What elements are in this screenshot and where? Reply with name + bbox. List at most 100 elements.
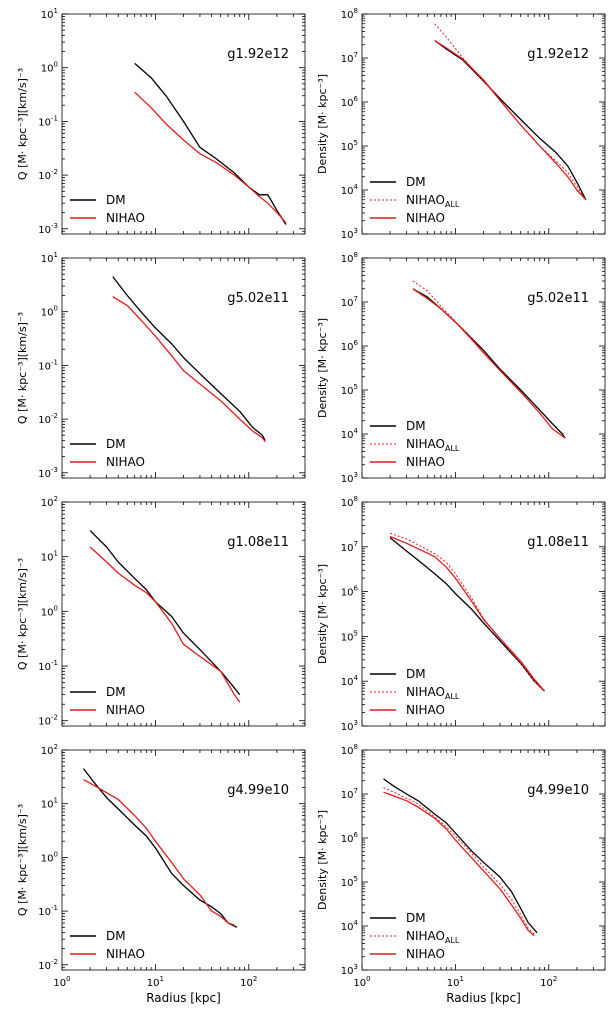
y-tick-label: 106 xyxy=(341,95,359,109)
legend-label: NIHAO xyxy=(106,211,145,225)
y-tick-label: 104 xyxy=(341,183,359,197)
series-nihao-line xyxy=(434,39,587,201)
x-axis-label: Radius [kpc] xyxy=(446,991,521,1005)
series-dm-line xyxy=(383,778,538,934)
x-axis-label: Radius [kpc] xyxy=(146,991,221,1005)
y-tick-label: 108 xyxy=(341,251,358,265)
legend-label: NIHAOALL xyxy=(406,193,460,209)
legend-label: DM xyxy=(406,419,426,433)
panel-g5.02e11-density: 103 104 105 106 107 108 Density [M· kpc⁻³] g5.0… xyxy=(316,251,606,485)
y-tick-label: 106 xyxy=(341,339,359,353)
legend-label: DM xyxy=(106,437,126,451)
y-tick-label: 103 xyxy=(341,963,358,977)
y-tick-label: 103 xyxy=(341,227,358,241)
y-tick-label: 101 xyxy=(41,251,58,265)
y-tick-label: 102 xyxy=(41,495,58,509)
y-tick-label: 103 xyxy=(341,471,358,485)
panel-title: g4.99e10 xyxy=(227,783,289,798)
y-tick-label: 104 xyxy=(341,919,359,933)
y-tick-label: 10-1 xyxy=(38,904,58,918)
series-dm-line xyxy=(112,276,266,441)
y-axis-label: Density [M· kpc⁻³] xyxy=(316,810,329,910)
y-axis-label: Q [M· kpc⁻³][km/s]⁻³ xyxy=(16,804,29,916)
series-nihao-line xyxy=(412,288,566,439)
y-tick-label: 108 xyxy=(341,743,358,757)
y-tick-label: 10-2 xyxy=(38,168,58,182)
legend-label: DM xyxy=(106,193,126,207)
y-tick-label: 107 xyxy=(341,51,358,65)
y-tick-label: 10-3 xyxy=(38,466,58,480)
legend-label: NIHAO xyxy=(406,211,445,225)
x-tick-label: 101 xyxy=(147,975,164,989)
y-tick-label: 10-2 xyxy=(38,714,58,728)
y-tick-label: 105 xyxy=(341,629,358,643)
panel-title: g4.99e10 xyxy=(527,783,589,798)
legend-label: DM xyxy=(106,929,126,943)
legend-label: NIHAOALL xyxy=(406,929,460,945)
y-tick-label: 107 xyxy=(341,295,358,309)
y-tick-label: 106 xyxy=(341,585,359,599)
x-tick-label: 100 xyxy=(53,975,70,989)
y-axis-label: Q [M· kpc⁻³][km/s]⁻³ xyxy=(16,312,29,424)
legend-label: NIHAO xyxy=(106,703,145,717)
panel-g1.92e12-density: 103 104 105 106 107 108 Density [M· kpc⁻³] g1.9… xyxy=(316,7,606,241)
y-axis-label: Density [M· kpc⁻³] xyxy=(316,564,329,664)
y-tick-label: 108 xyxy=(341,7,358,21)
legend-label: NIHAO xyxy=(106,947,145,961)
legend-label: NIHAOALL xyxy=(406,685,460,701)
y-tick-label: 105 xyxy=(341,875,358,889)
y-tick-label: 108 xyxy=(341,495,358,509)
panel-title: g1.08e11 xyxy=(227,535,289,550)
panel-g1.92e12-q: 10-3 10-2 10-1 100 101 Q [M· kpc⁻³][km/s]⁻³ g1… xyxy=(16,7,306,236)
legend-label: NIHAO xyxy=(106,455,145,469)
legend-label: NIHAO xyxy=(406,703,445,717)
legend-label: NIHAOALL xyxy=(406,437,460,453)
y-axis-label: Q [M· kpc⁻³][km/s]⁻³ xyxy=(16,68,29,180)
y-tick-label: 107 xyxy=(341,540,358,554)
series-nihao-line xyxy=(112,296,266,443)
panel-g4.99e10-q: 10-2 10-1 100 101 102 100 101 102 Q [M· kpc⁻³][k… xyxy=(16,743,306,1005)
y-axis-label: Density [M· kpc⁻³] xyxy=(316,74,329,174)
y-axis-label: Q [M· kpc⁻³][km/s]⁻³ xyxy=(16,558,29,670)
y-tick-label: 10-1 xyxy=(38,358,58,372)
series-nihao-line xyxy=(89,546,241,703)
panel-g4.99e10-density: 103 104 105 106 107 108 100 101 102 Density [M· k… xyxy=(316,743,606,1005)
y-tick-label: 101 xyxy=(41,550,58,564)
series-dm-line xyxy=(134,62,287,225)
series-dm-line xyxy=(89,530,241,696)
y-tick-label: 105 xyxy=(341,383,358,397)
panel-g1.08e11-density: 103 104 105 106 107 108 Density [M· kpc⁻³] g1.0… xyxy=(316,495,606,733)
series-nihao-line xyxy=(389,535,545,692)
y-tick-label: 101 xyxy=(41,7,58,21)
panel-title: g1.08e11 xyxy=(527,535,589,550)
panel-title: g1.92e12 xyxy=(527,47,589,62)
y-tick-label: 10-3 xyxy=(38,222,58,236)
legend-label: NIHAO xyxy=(406,947,445,961)
x-tick-label: 101 xyxy=(447,975,464,989)
panel-g1.08e11-q: 10-2 10-1 100 101 102 Q [M· kpc⁻³][km/s]⁻³ g1.… xyxy=(16,495,306,728)
y-tick-label: 104 xyxy=(341,427,359,441)
y-tick-label: 10-1 xyxy=(38,659,58,673)
y-tick-label: 102 xyxy=(41,743,58,757)
y-tick-label: 104 xyxy=(341,674,359,688)
y-tick-label: 100 xyxy=(41,604,58,618)
panel-title: g5.02e11 xyxy=(227,291,289,306)
legend-label: DM xyxy=(106,685,126,699)
series-nihao-line xyxy=(83,779,235,926)
y-tick-label: 100 xyxy=(41,61,58,75)
legend-label: NIHAO xyxy=(406,455,445,469)
y-tick-label: 105 xyxy=(341,139,358,153)
legend-label: DM xyxy=(406,175,426,189)
legend-label: DM xyxy=(406,667,426,681)
y-tick-label: 103 xyxy=(341,719,358,733)
series-nihao-line xyxy=(134,91,287,224)
y-tick-label: 107 xyxy=(341,787,358,801)
x-tick-label: 102 xyxy=(240,975,257,989)
y-tick-label: 101 xyxy=(41,797,58,811)
legend-label: DM xyxy=(406,911,426,925)
y-axis-label: Density [M· kpc⁻³] xyxy=(316,318,329,418)
panel-title: g1.92e12 xyxy=(227,47,289,62)
x-tick-label: 102 xyxy=(540,975,557,989)
y-tick-label: 100 xyxy=(41,850,58,864)
